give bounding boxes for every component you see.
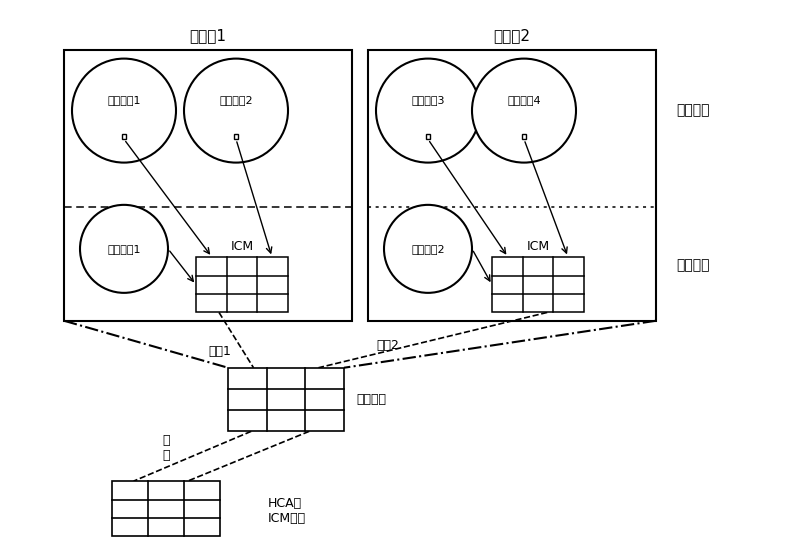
Text: 处理器1: 处理器1	[190, 28, 226, 44]
Text: 物理内存: 物理内存	[356, 393, 386, 406]
Ellipse shape	[80, 205, 168, 293]
Ellipse shape	[384, 205, 472, 293]
Text: ICM: ICM	[230, 239, 254, 253]
Text: ICM: ICM	[526, 239, 550, 253]
Bar	[196, 257, 288, 312]
Text: 应用程序4: 应用程序4	[507, 95, 541, 105]
Text: 映射2: 映射2	[376, 339, 399, 352]
Bar	[368, 50, 656, 321]
Bar	[228, 368, 344, 431]
Ellipse shape	[72, 59, 176, 163]
Bar	[522, 134, 526, 139]
Ellipse shape	[376, 59, 480, 163]
Text: 应用程序3: 应用程序3	[411, 95, 445, 105]
Bar	[112, 481, 220, 536]
Bar	[64, 50, 352, 321]
Text: 核心空间: 核心空间	[676, 258, 710, 273]
Bar	[234, 134, 238, 139]
Text: 用户空间: 用户空间	[676, 103, 710, 118]
Text: 操作系统1: 操作系统1	[107, 244, 141, 254]
Text: 处理器2: 处理器2	[494, 28, 530, 44]
Text: 操作系统2: 操作系统2	[411, 244, 445, 254]
Text: 应用程序1: 应用程序1	[107, 95, 141, 105]
Text: 映射1: 映射1	[209, 345, 231, 358]
Text: 应用程序2: 应用程序2	[219, 95, 253, 105]
Ellipse shape	[184, 59, 288, 163]
Text: HCA的
ICM空间: HCA的 ICM空间	[268, 497, 306, 525]
Bar	[122, 134, 126, 139]
Text: 映
射: 映 射	[162, 434, 170, 462]
Bar	[426, 134, 430, 139]
Ellipse shape	[472, 59, 576, 163]
Bar	[492, 257, 584, 312]
